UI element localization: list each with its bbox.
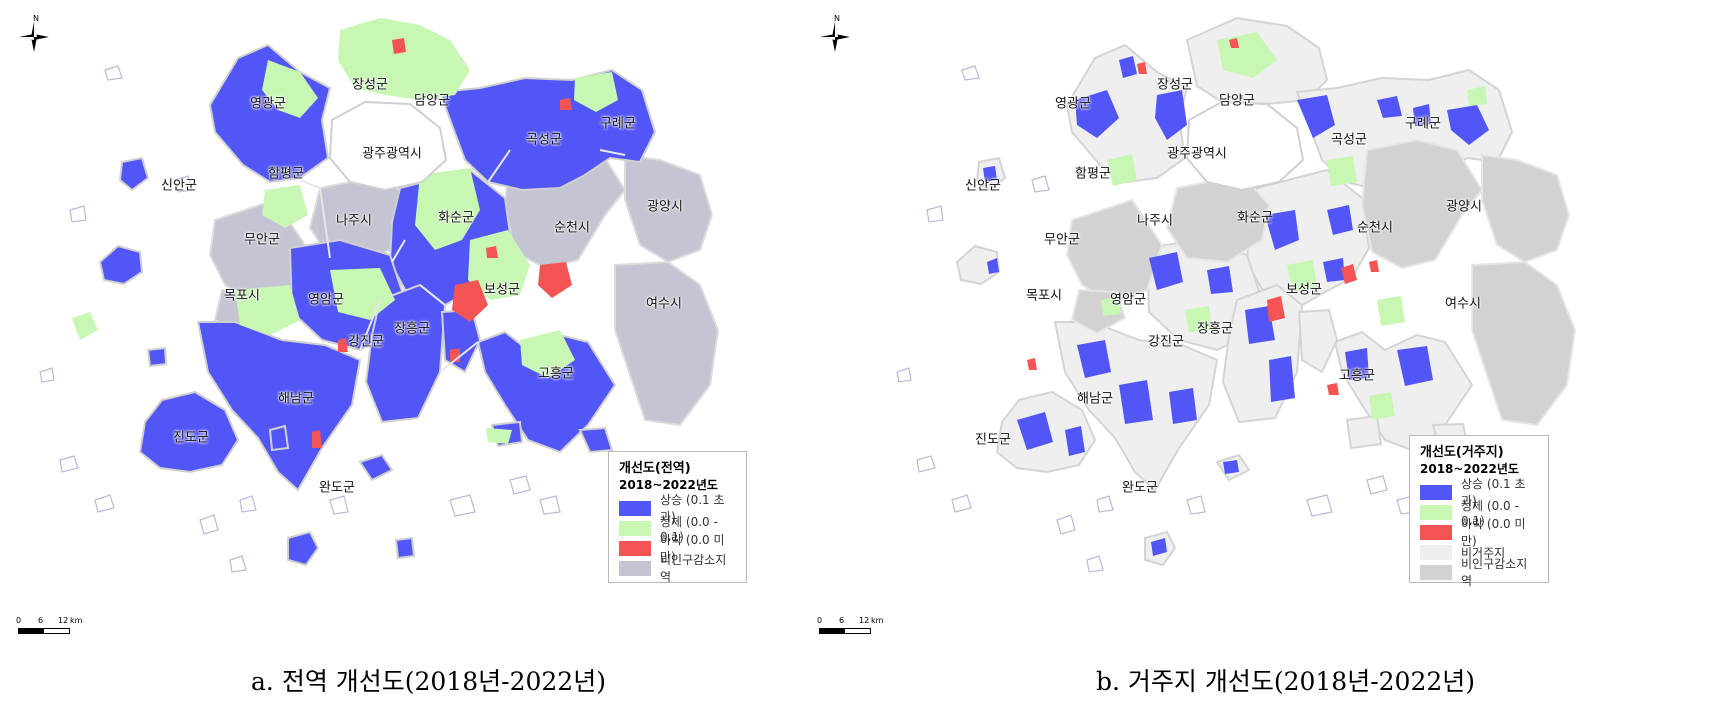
label-wando: 완도군 bbox=[319, 480, 355, 496]
legend-item-non-decline: 비인구감소지역 bbox=[1420, 557, 1538, 588]
label-goheung: 고흥군 bbox=[1339, 368, 1375, 384]
label-hampyeong: 함평군 bbox=[268, 166, 304, 182]
label-mokpo: 목포시 bbox=[1026, 288, 1062, 304]
label-mokpo: 목포시 bbox=[224, 288, 260, 304]
label-gwangyang: 광양시 bbox=[647, 199, 683, 215]
legend: 개선도(전역) 2018~2022년도 상승 (0.1 초과) 정체 (0.0 … bbox=[608, 451, 747, 584]
legend-item-increase: 상승 (0.1 초과) bbox=[619, 493, 736, 524]
gwangju-exclusion bbox=[328, 100, 448, 192]
label-suncheon: 순천시 bbox=[554, 220, 590, 236]
increase-patches bbox=[983, 56, 1489, 556]
legend-item-non-residential: 비거주지 bbox=[1420, 542, 1538, 562]
legend-subtitle: 2018~2022년도 bbox=[1420, 462, 1519, 476]
legend-item-increase: 상승 (0.1 초과) bbox=[1420, 477, 1538, 508]
label-gangjin: 강진군 bbox=[348, 334, 384, 350]
label-jangheung: 장흥군 bbox=[1197, 321, 1233, 337]
label-jangseong: 장성군 bbox=[352, 77, 388, 93]
map-panel-residential: 영광군 장성군 담양군 구례군 곡성군 광주광역시 신안군 함평군 나주시 화순… bbox=[817, 0, 1714, 719]
district-boundaries bbox=[299, 149, 626, 373]
label-gwangju: 광주광역시 bbox=[1167, 146, 1227, 162]
label-boseong: 보성군 bbox=[484, 282, 520, 298]
label-yeosu: 여수시 bbox=[1445, 296, 1481, 312]
label-gokseong: 곡성군 bbox=[1331, 132, 1367, 148]
label-jindo: 진도군 bbox=[173, 430, 209, 446]
legend-subtitle: 2018~2022년도 bbox=[619, 478, 718, 492]
overall-improvement-map bbox=[39, 18, 720, 573]
legend-item-non-decline: 비인구감소지역 bbox=[619, 553, 736, 584]
label-sinan: 신안군 bbox=[965, 178, 1001, 194]
map-panel-overall: 영광군 장성군 담양군 구례군 곡성군 광주광역시 신안군 함평군 나주시 화순… bbox=[16, 14, 747, 696]
legend-swatch bbox=[1420, 544, 1452, 560]
label-naju: 나주시 bbox=[336, 213, 372, 229]
label-hwasun: 화순군 bbox=[438, 210, 474, 226]
scattered-islands bbox=[896, 65, 1418, 573]
legend-title: 개선도(전역) bbox=[619, 461, 691, 476]
label-sinan: 신안군 bbox=[161, 178, 197, 194]
label-jindo: 진도군 bbox=[975, 432, 1011, 448]
legend-swatch bbox=[619, 520, 651, 536]
label-damyang: 담양군 bbox=[414, 93, 450, 109]
stagnant-regions bbox=[72, 18, 618, 444]
legend-item-decrease: 하락 (0.0 미만) bbox=[619, 533, 736, 564]
label-hampyeong: 함평군 bbox=[1075, 166, 1111, 182]
label-gokseong: 곡성군 bbox=[526, 132, 562, 148]
legend-item-stagnant: 정체 (0.0 - 0.1) bbox=[619, 515, 736, 544]
label-damyang: 담양군 bbox=[1219, 93, 1255, 109]
compass-star-icon: N bbox=[16, 14, 52, 58]
legend-swatch bbox=[1420, 564, 1452, 580]
label-haenam: 해남군 bbox=[278, 391, 314, 407]
non-decline-regions bbox=[1065, 138, 1577, 427]
caption-residential: b. 거주지 개선도(2018년-2022년) bbox=[1095, 667, 1476, 696]
scattered-islands bbox=[39, 65, 561, 573]
label-jangseong: 장성군 bbox=[1157, 77, 1193, 93]
label-gwangyang: 광양시 bbox=[1446, 199, 1482, 215]
label-yeongam: 영암군 bbox=[1110, 292, 1146, 308]
label-haenam: 해남군 bbox=[1077, 391, 1113, 407]
label-yeosu: 여수시 bbox=[646, 296, 682, 312]
label-jangheung: 장흥군 bbox=[394, 321, 430, 337]
label-goheung: 고흥군 bbox=[538, 366, 574, 382]
label-muan: 무안군 bbox=[1044, 232, 1080, 248]
label-boseong: 보성군 bbox=[1286, 282, 1322, 298]
label-naju: 나주시 bbox=[1137, 213, 1173, 229]
decrease-regions bbox=[312, 38, 572, 448]
legend-swatch bbox=[619, 540, 651, 556]
legend-swatch bbox=[1420, 484, 1452, 500]
label-suncheon: 순천시 bbox=[1357, 220, 1393, 236]
legend: 개선도(거주지) 2018~2022년도 상승 (0.1 초과) 정체 (0.0… bbox=[1409, 435, 1549, 588]
label-wando: 완도군 bbox=[1122, 480, 1158, 496]
caption-overall: a. 전역 개선도(2018년-2022년) bbox=[251, 667, 606, 696]
label-yeongam: 영암군 bbox=[308, 292, 344, 308]
legend-swatch bbox=[619, 500, 651, 516]
label-gurye: 구례군 bbox=[600, 116, 636, 132]
label-gangjin: 강진군 bbox=[1148, 334, 1184, 350]
label-hwasun: 화순군 bbox=[1237, 210, 1273, 226]
gwangju-exclusion bbox=[1185, 100, 1305, 192]
label-gurye: 구례군 bbox=[1405, 116, 1441, 132]
label-yeonggwang: 영광군 bbox=[250, 96, 286, 112]
decrease-patches bbox=[1027, 38, 1379, 395]
compass-star-icon: N bbox=[817, 14, 853, 58]
legend-item-decrease: 하락 (0.0 미만) bbox=[1420, 517, 1538, 548]
scale-bar: 0 6 12 km bbox=[16, 616, 96, 638]
legend-title: 개선도(거주지) bbox=[1420, 445, 1504, 460]
label-yeonggwang: 영광군 bbox=[1055, 96, 1091, 112]
legend-swatch bbox=[619, 560, 651, 576]
legend-item-stagnant: 정체 (0.0 - 0.1) bbox=[1420, 499, 1538, 528]
legend-swatch bbox=[1420, 504, 1452, 520]
residential-improvement-map bbox=[896, 16, 1577, 573]
stagnant-patches bbox=[1101, 32, 1487, 420]
legend-swatch bbox=[1420, 524, 1452, 540]
label-gwangju: 광주광역시 bbox=[362, 146, 422, 162]
label-muan: 무안군 bbox=[244, 232, 280, 248]
scale-bar: 0 6 12 km bbox=[817, 616, 897, 638]
